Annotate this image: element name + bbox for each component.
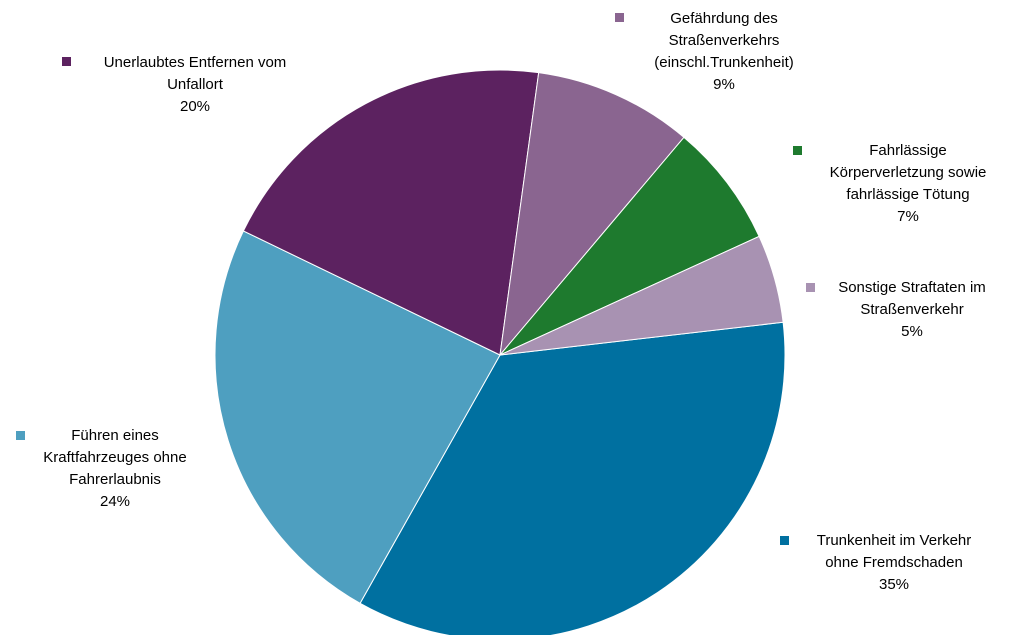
- value-label: 20%: [179, 98, 211, 115]
- legend-marker: [615, 13, 624, 22]
- slice: [242, 69, 540, 356]
- slice-label: Führen eines Kraftfahrzeuges ohne Fahrer…: [0, 425, 235, 513]
- category-label: Trunkenheit im Verkehr ohne Fremdschaden: [816, 532, 972, 571]
- category-label: Sonstige Straftaten im Straßenverkehr: [838, 279, 986, 318]
- legend-marker: [806, 283, 815, 292]
- category-label: Unerlaubtes Entfernen vom Unfallort: [103, 54, 287, 93]
- value-label: 24%: [99, 493, 131, 510]
- legend-marker: [793, 146, 802, 155]
- category-label: Fahrlässige Körperverletzung sowie fahrl…: [829, 142, 987, 203]
- slice-label: Trunkenheit im Verkehr ohne Fremdschaden…: [774, 530, 1011, 596]
- slice-label: Unerlaubtes Entfernen vom Unfallort 20%: [75, 52, 315, 118]
- slice: [499, 235, 784, 356]
- slice: [214, 230, 501, 604]
- slice-label: Fahrlässige Körperverletzung sowie fahrl…: [788, 140, 1011, 228]
- value-label: 7%: [897, 208, 919, 225]
- legend-marker: [62, 57, 71, 66]
- slice: [499, 136, 760, 356]
- category-label: Gefährdung des Straßenverkehrs (einschl.…: [654, 10, 794, 71]
- legend-marker: [780, 536, 789, 545]
- legend-marker: [16, 431, 25, 440]
- value-label: 35%: [878, 576, 910, 593]
- slice: [499, 72, 685, 357]
- category-label: Führen eines Kraftfahrzeuges ohne Fahrer…: [43, 427, 187, 488]
- value-label: 5%: [901, 323, 923, 340]
- slice-label: Sonstige Straftaten im Straßenverkehr 5%: [792, 277, 1011, 343]
- slice: [359, 321, 786, 635]
- slice-label: Gefährdung des Straßenverkehrs (einschl.…: [604, 8, 844, 96]
- value-label: 9%: [713, 76, 735, 93]
